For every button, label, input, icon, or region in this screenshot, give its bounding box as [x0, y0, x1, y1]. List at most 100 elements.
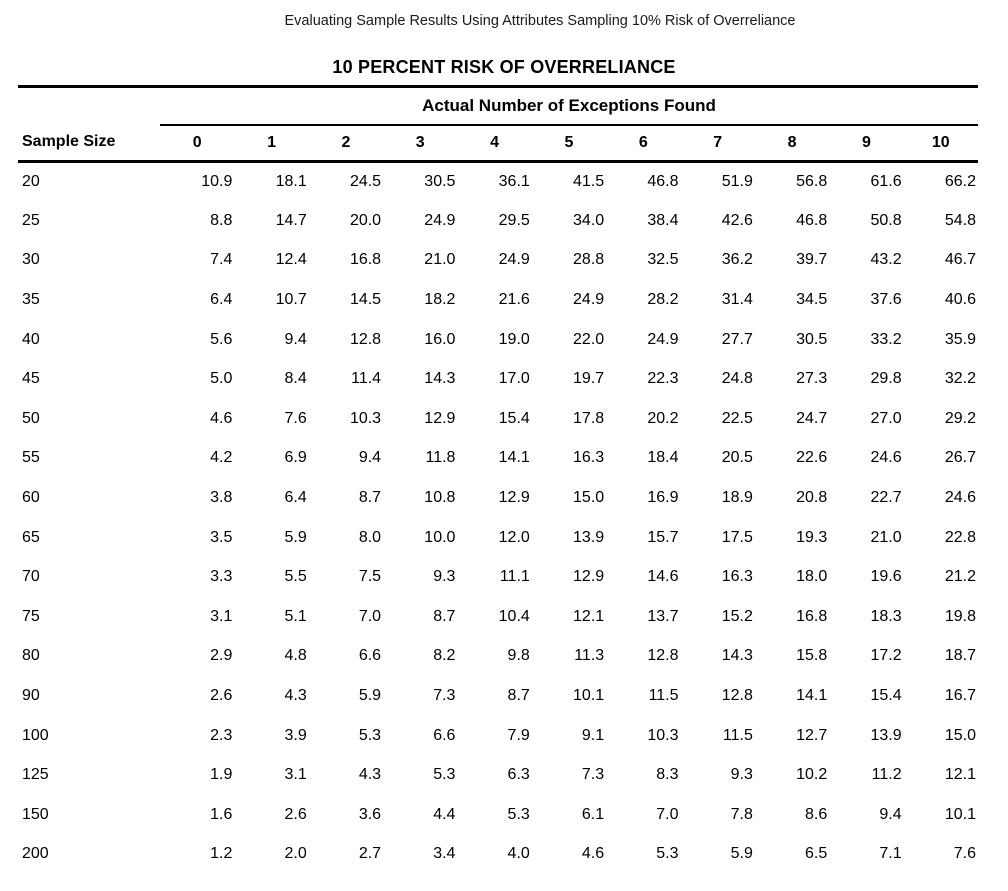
table-row: 25 8.8 14.7 20.0 24.9 29.5 34.0 38.4 42.6 46.8 50.… — [18, 201, 978, 241]
upper-limit-cell: 12.1 — [573, 607, 605, 625]
upper-limit-cell: 32.5 — [647, 251, 679, 269]
upper-limit-cell: 17.2 — [870, 647, 902, 665]
upper-limit-cell: 19.3 — [796, 528, 828, 546]
upper-limit-cell: 18.1 — [275, 173, 307, 191]
upper-limit-cell: 5.9 — [358, 687, 382, 705]
table-row: 100 2.3 3.9 5.3 6.6 7.9 9.1 10.3 11.5 12.7 13.9 15.… — [18, 716, 978, 756]
upper-limit-cell: 22.3 — [647, 370, 679, 388]
upper-limit-cell: 3.1 — [284, 766, 307, 784]
upper-limit-cell: 7.0 — [358, 607, 382, 625]
sample-size-cell: 55 — [22, 449, 40, 467]
upper-limit-cell: 36.2 — [721, 251, 753, 269]
upper-limit-cell: 14.3 — [721, 647, 753, 665]
sample-size-cell: 125 — [22, 766, 49, 784]
upper-limit-cell: 1.2 — [210, 845, 233, 863]
upper-limit-cell: 2.9 — [210, 647, 233, 665]
sample-size-cell: 100 — [22, 726, 49, 744]
table-row: 75 3.1 5.1 7.0 8.7 10.4 12.1 13.7 15.2 16.8 18.3 19… — [18, 597, 978, 637]
upper-limit-cell: 8.0 — [358, 528, 382, 546]
upper-limit-cell: 21.2 — [944, 568, 976, 586]
upper-limit-cell: 8.2 — [433, 647, 456, 665]
upper-limit-cell: 11.5 — [722, 726, 753, 744]
upper-limit-cell: 2.6 — [210, 687, 233, 705]
upper-limit-cell: 4.8 — [284, 647, 307, 665]
table-row: 40 5.6 9.4 12.8 16.0 19.0 22.0 24.9 27.7 30.5 33.2… — [18, 320, 978, 360]
table-body: 20 10.9 18.1 24.5 30.5 36.1 41.5 46.8 51.9 56.8 61… — [18, 162, 978, 875]
upper-limit-cell: 34.5 — [796, 291, 828, 309]
upper-limit-cell: 11.1 — [499, 568, 530, 586]
upper-limit-cell: 6.9 — [284, 449, 307, 467]
corner-cell — [18, 87, 160, 125]
upper-limit-cell: 6.4 — [210, 291, 233, 309]
upper-limit-cell: 12.8 — [349, 330, 382, 348]
upper-limit-cell: 26.7 — [944, 449, 976, 467]
upper-limit-cell: 16.0 — [424, 330, 456, 348]
sample-size-cell: 20 — [22, 173, 40, 191]
upper-limit-cell: 33.2 — [870, 330, 902, 348]
upper-limit-cell: 9.1 — [581, 726, 605, 744]
exceptions-group-header: Actual Number of Exceptions Found — [160, 86, 978, 126]
exceptions-column-header-0: 0 — [160, 124, 235, 163]
upper-limit-cell: 1.9 — [210, 766, 233, 784]
upper-limit-cell: 12.8 — [721, 687, 753, 705]
upper-limit-cell: 10.3 — [349, 409, 382, 427]
upper-limit-cell: 1.6 — [210, 805, 233, 823]
upper-limit-cell: 10.2 — [796, 766, 828, 784]
upper-limit-cell: 12.0 — [498, 528, 530, 546]
upper-limit-cell: 12.8 — [647, 647, 679, 665]
upper-limit-cell: 17.8 — [573, 409, 605, 427]
sample-size-cell: 30 — [22, 251, 40, 269]
upper-limit-cell: 9.3 — [433, 568, 456, 586]
upper-limit-cell: 3.4 — [433, 845, 456, 863]
upper-limit-cell: 24.5 — [349, 173, 382, 191]
sample-size-column-header: Sample Size — [18, 124, 160, 163]
table-row: 125 1.9 3.1 4.3 5.3 6.3 7.3 8.3 9.3 10.2 11.2 12.1 — [18, 755, 978, 795]
upper-limit-cell: 8.3 — [656, 766, 679, 784]
exceptions-column-header-9: 9 — [829, 124, 904, 163]
upper-limit-cell: 4.3 — [358, 766, 382, 784]
upper-limit-cell: 22.5 — [721, 409, 753, 427]
upper-limit-cell: 8.7 — [358, 489, 382, 507]
upper-limit-cell: 46.7 — [944, 251, 976, 269]
upper-limit-cell: 12.9 — [573, 568, 605, 586]
upper-limit-cell: 10.7 — [275, 291, 307, 309]
upper-limit-cell: 24.9 — [573, 291, 605, 309]
upper-limit-cell: 30.5 — [796, 330, 828, 348]
upper-limit-cell: 9.3 — [730, 766, 753, 784]
upper-limit-cell: 28.2 — [647, 291, 679, 309]
upper-limit-cell: 18.3 — [870, 607, 902, 625]
upper-limit-cell: 4.0 — [507, 845, 530, 863]
upper-limit-cell: 24.9 — [498, 251, 530, 269]
upper-limit-cell: 10.8 — [424, 489, 456, 507]
upper-limit-cell: 6.6 — [433, 726, 456, 744]
upper-limit-cell: 15.7 — [647, 528, 679, 546]
upper-limit-cell: 19.7 — [573, 370, 605, 388]
upper-limit-cell: 4.6 — [210, 409, 233, 427]
upper-limit-cell: 6.1 — [581, 805, 605, 823]
document-title: Evaluating Sample Results Using Attribut… — [284, 13, 796, 29]
upper-limit-cell: 10.3 — [647, 726, 679, 744]
upper-limit-cell: 9.4 — [284, 330, 307, 348]
exceptions-column-header-2: 2 — [308, 124, 384, 163]
upper-limit-cell: 20.5 — [721, 449, 753, 467]
upper-limit-cell: 7.5 — [358, 568, 382, 586]
table-row: 60 3.8 6.4 8.7 10.8 12.9 15.0 16.9 18.9 20.8 22.7 2… — [18, 478, 978, 518]
upper-limit-cell: 24.6 — [944, 489, 976, 507]
upper-limit-cell: 24.7 — [796, 409, 828, 427]
upper-limit-cell: 24.9 — [647, 330, 679, 348]
upper-limit-cell: 11.5 — [648, 687, 679, 705]
upper-limit-cell: 14.5 — [349, 291, 382, 309]
upper-limit-cell: 27.0 — [870, 409, 902, 427]
table-row: 30 7.4 12.4 16.8 21.0 24.9 28.8 32.5 36.2 39.7 43.… — [18, 241, 978, 281]
upper-limit-cell: 6.3 — [507, 766, 530, 784]
upper-limit-cell: 6.6 — [358, 647, 382, 665]
sample-size-cell: 25 — [22, 211, 40, 229]
upper-limit-cell: 24.9 — [424, 211, 456, 229]
upper-limit-cell: 3.9 — [284, 726, 307, 744]
attributes-sampling-table: Actual Number of Exceptions Found Sample… — [18, 85, 978, 874]
upper-limit-cell: 19.8 — [944, 607, 976, 625]
upper-limit-cell: 11.8 — [425, 449, 456, 467]
upper-limit-cell: 15.8 — [796, 647, 828, 665]
upper-limit-cell: 5.3 — [507, 805, 530, 823]
